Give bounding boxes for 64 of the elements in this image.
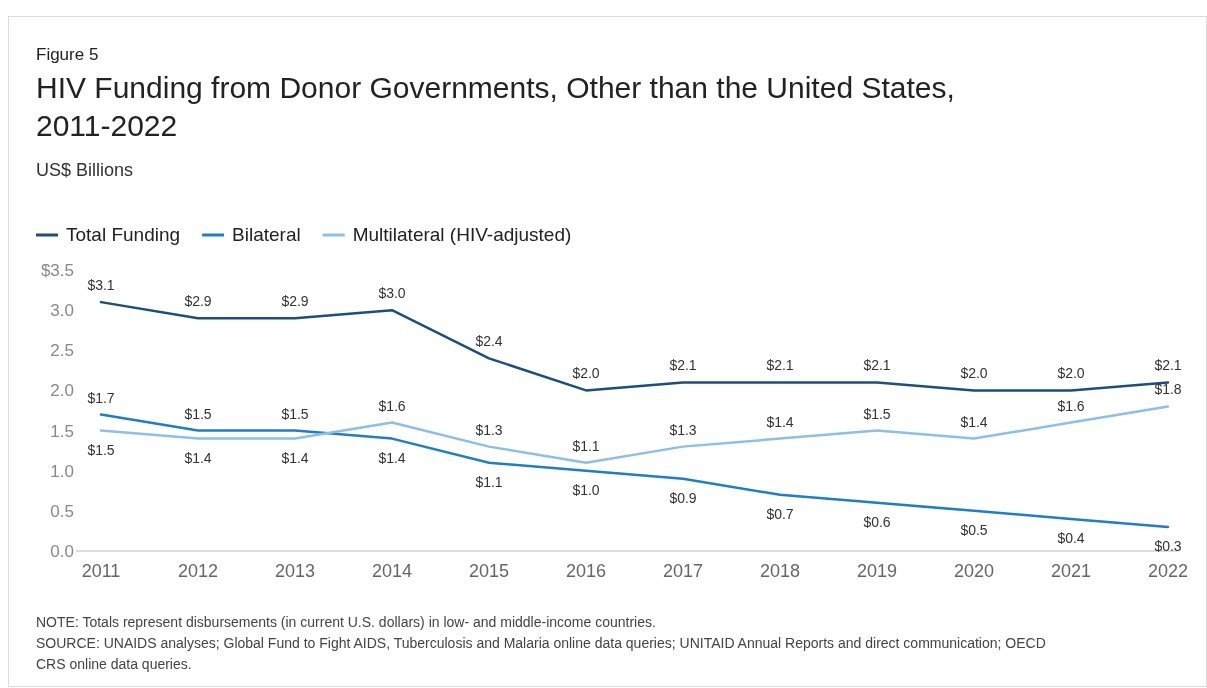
x-tick-label: 2016	[565, 561, 607, 581]
data-label: $0.4	[1057, 529, 1085, 546]
data-label: $2.1	[766, 357, 794, 374]
data-label: $0.5	[960, 521, 988, 538]
x-tick-label: 2011	[81, 561, 121, 581]
text: NOTE: Totals represent disbursements (in current U.S. dollars) in low- and middle-income countries.	[36, 614, 656, 630]
data-label: $1.1	[475, 473, 503, 490]
x-tick-label: 2015	[468, 561, 510, 581]
x-tick-label: 2021	[1050, 561, 1092, 581]
x-tick-label: 2019	[856, 561, 898, 581]
data-label: $1.3	[475, 421, 503, 438]
chart-title: HIV Funding from Donor Governments, Other than the United States, 2011-2022	[36, 71, 955, 142]
y-tick-label: 0.5	[50, 501, 74, 521]
y-tick-label: 0.0	[50, 542, 74, 561]
data-label: $1.5	[281, 405, 309, 422]
x-tick-label: 2022	[1147, 561, 1189, 581]
x-tick-label: 2017	[662, 561, 704, 581]
data-label: $0.7	[766, 505, 794, 522]
legend-label: Total Funding	[66, 224, 181, 245]
x-tick-label: 2018	[759, 561, 801, 581]
data-label: $3.1	[87, 277, 115, 294]
data-label: $1.4	[960, 413, 988, 430]
data-label: $1.1	[572, 437, 600, 454]
data-label: $1.0	[572, 481, 600, 498]
data-label: $1.3	[669, 421, 697, 438]
chart-subtitle: US$ Billions	[36, 160, 134, 180]
caption: Figure 5	[36, 45, 99, 64]
data-label: $2.1	[669, 357, 697, 374]
data-label: $0.3	[1154, 537, 1182, 554]
data-label: $3.0	[378, 285, 406, 302]
data-label: $2.1	[1154, 357, 1182, 374]
data-label: $1.6	[1057, 397, 1085, 414]
x-tick-label: 2020	[953, 561, 995, 581]
y-tick-label: 1.0	[50, 461, 74, 481]
data-label: $1.7	[87, 389, 115, 406]
data-label: $1.4	[184, 449, 212, 466]
x-tick-label: 2012	[177, 561, 219, 581]
y-tick-label: 3.0	[50, 301, 74, 321]
data-label: $2.1	[863, 357, 891, 374]
data-label: $0.6	[863, 513, 891, 530]
data-label: $1.5	[863, 405, 891, 422]
data-label: $1.5	[87, 441, 115, 458]
data-label: $2.0	[960, 365, 988, 382]
data-label: $2.4	[475, 333, 503, 350]
legend-label: Bilateral	[232, 224, 301, 245]
data-label: $2.9	[184, 293, 212, 310]
data-label: $1.4	[378, 449, 406, 466]
data-label: $1.6	[378, 397, 406, 414]
legend-label: Multilateral (HIV-adjusted)	[352, 224, 572, 245]
x-tick-label: 2014	[371, 561, 413, 581]
data-label: $1.4	[281, 449, 309, 466]
data-label: $1.8	[1154, 381, 1182, 398]
data-label: $0.9	[669, 489, 697, 506]
y-tick-label: $3.5	[40, 261, 74, 280]
x-tick-label: 2013	[274, 561, 316, 581]
source-note: SOURCE: UNAIDS analyses; Global Fund to Fight AIDS, Tuberculosis and Malaria online data queries; UNITAID Annual Reports and direct communication; OECD CRS online data queries.	[36, 635, 1046, 672]
data-label: $2.0	[572, 365, 600, 382]
data-label: $2.0	[1057, 365, 1085, 382]
y-tick-label: 1.5	[50, 421, 74, 441]
y-tick-label: 2.5	[50, 341, 74, 361]
data-label: $1.4	[766, 413, 794, 430]
y-tick-label: 2.0	[50, 381, 74, 401]
data-label: $1.5	[184, 405, 212, 422]
data-label: $2.9	[281, 293, 309, 310]
